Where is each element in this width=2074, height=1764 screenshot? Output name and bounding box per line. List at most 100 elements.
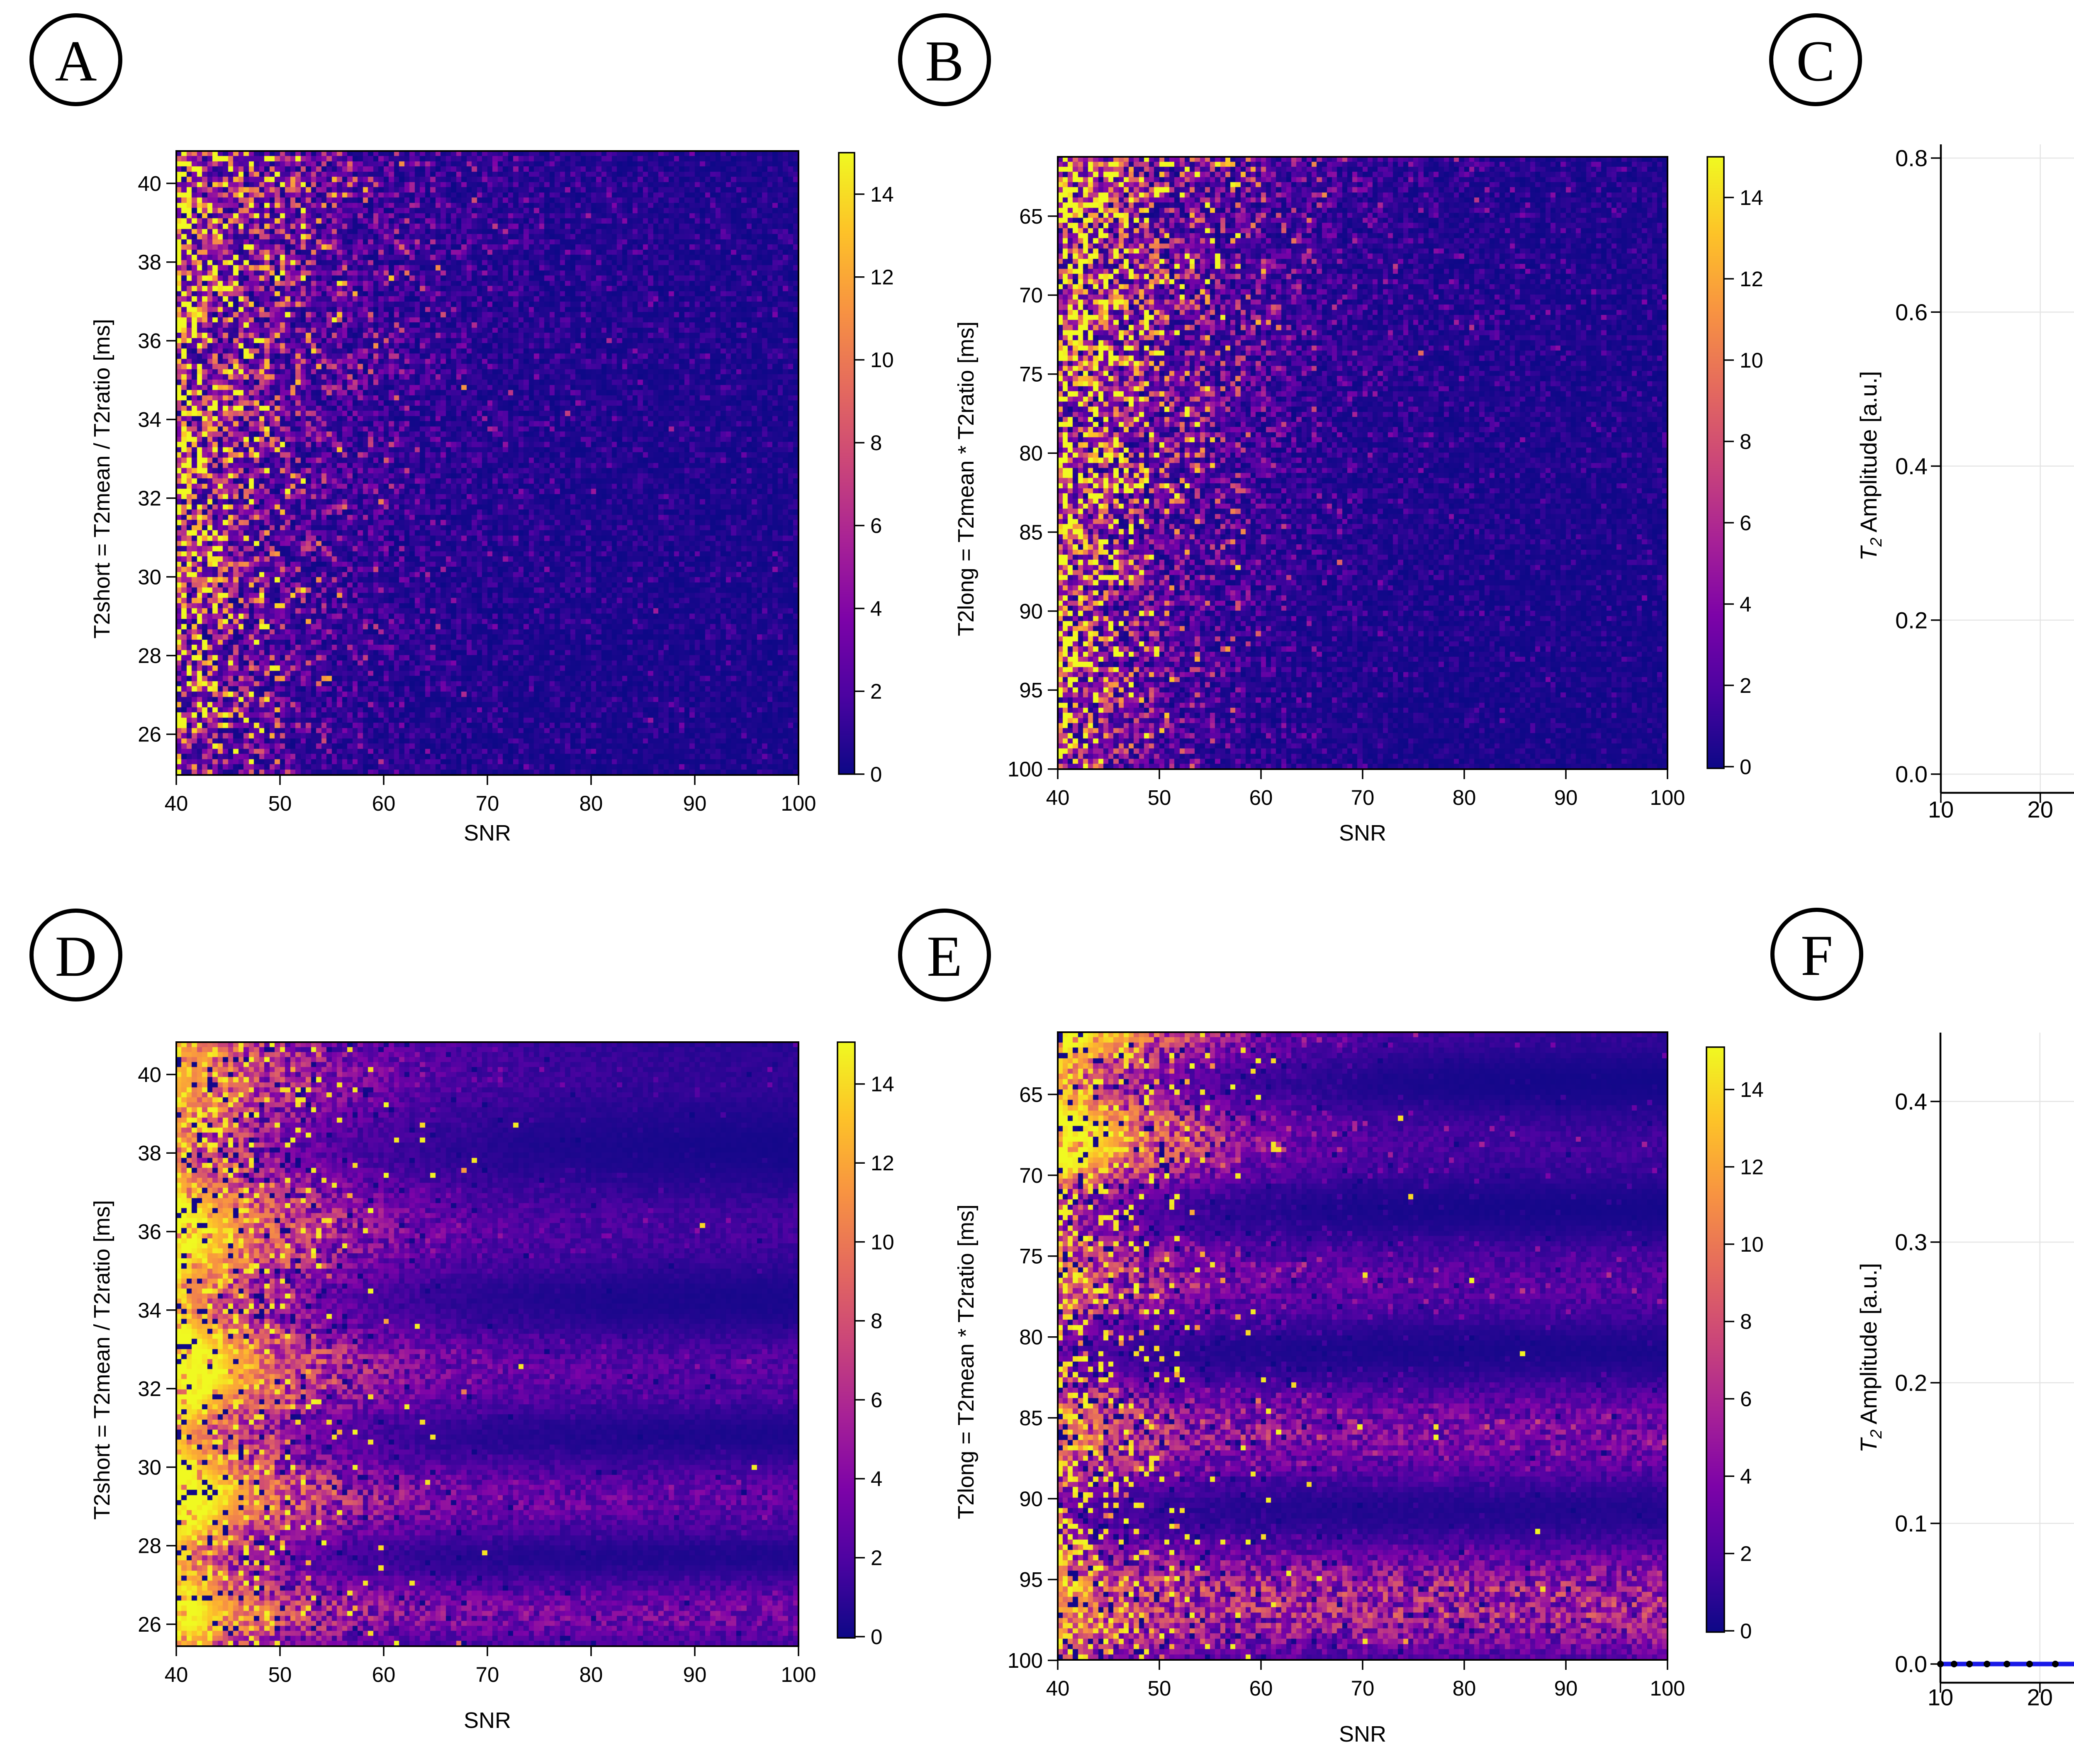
svg-text:60: 60 (1249, 1676, 1273, 1700)
svg-text:T2long = T2mean * T2ratio [ms]: T2long = T2mean * T2ratio [ms] (954, 1204, 979, 1519)
svg-text:34: 34 (138, 1299, 161, 1322)
svg-text:80: 80 (1019, 1325, 1043, 1349)
svg-text:70: 70 (1351, 786, 1375, 809)
svg-text:100: 100 (1008, 1649, 1043, 1672)
svg-text:20: 20 (2028, 797, 2053, 823)
svg-text:50: 50 (268, 1663, 292, 1686)
svg-text:4: 4 (871, 1467, 882, 1491)
svg-text:36: 36 (138, 329, 161, 353)
svg-text:2: 2 (1740, 1542, 1752, 1565)
svg-text:10: 10 (1928, 1684, 1953, 1710)
svg-text:10: 10 (1740, 1233, 1764, 1256)
svg-text:40: 40 (165, 792, 188, 815)
svg-text:4: 4 (1740, 592, 1751, 616)
svg-text:0: 0 (871, 1625, 882, 1649)
svg-text:26: 26 (138, 1613, 161, 1636)
svg-text:0: 0 (1740, 1619, 1752, 1643)
svg-text:70: 70 (1019, 283, 1043, 307)
svg-text:2: 2 (870, 680, 882, 703)
svg-text:65: 65 (1019, 205, 1043, 228)
svg-text:40: 40 (138, 172, 161, 195)
svg-text:80: 80 (1453, 1676, 1476, 1700)
svg-text:10: 10 (1928, 797, 1954, 823)
svg-text:40: 40 (1046, 786, 1070, 809)
svg-text:0.8: 0.8 (1895, 145, 1928, 171)
svg-text:D: D (55, 924, 97, 989)
svg-text:12: 12 (1740, 1155, 1764, 1179)
svg-text:0.6: 0.6 (1895, 299, 1928, 325)
svg-text:10: 10 (870, 348, 894, 372)
svg-text:70: 70 (476, 1663, 499, 1686)
svg-text:T2short = T2mean / T2ratio [ms: T2short = T2mean / T2ratio [ms] (90, 319, 114, 639)
svg-text:50: 50 (268, 792, 292, 815)
svg-text:60: 60 (372, 1663, 396, 1686)
svg-text:100: 100 (781, 792, 816, 815)
svg-text:80: 80 (579, 1663, 603, 1686)
svg-text:32: 32 (138, 1377, 161, 1401)
svg-text:70: 70 (1019, 1164, 1043, 1187)
svg-text:95: 95 (1019, 1568, 1043, 1591)
svg-text:SNR: SNR (464, 821, 511, 845)
svg-text:30: 30 (138, 565, 161, 589)
svg-text:6: 6 (871, 1388, 882, 1412)
svg-text:8: 8 (870, 431, 882, 455)
svg-text:26: 26 (138, 723, 161, 746)
svg-text:0.0: 0.0 (1895, 1651, 1927, 1677)
svg-text:28: 28 (138, 1534, 161, 1558)
svg-text:12: 12 (871, 1151, 894, 1175)
svg-text:T2long = T2mean * T2ratio [ms]: T2long = T2mean * T2ratio [ms] (954, 322, 979, 636)
svg-text:90: 90 (1019, 599, 1043, 623)
svg-text:38: 38 (138, 251, 161, 274)
svg-text:90: 90 (683, 1663, 707, 1686)
svg-text:2: 2 (871, 1546, 882, 1570)
svg-text:0.1: 0.1 (1895, 1511, 1927, 1537)
svg-text:40: 40 (1046, 1676, 1070, 1700)
svg-text:0.4: 0.4 (1895, 453, 1928, 479)
svg-text:70: 70 (476, 792, 499, 815)
svg-text:6: 6 (870, 514, 882, 538)
svg-text:T2​ Amplitude [a.u.]: T2​ Amplitude [a.u.] (1855, 371, 1885, 561)
svg-text:80: 80 (579, 792, 603, 815)
svg-text:85: 85 (1019, 1406, 1043, 1430)
svg-text:B: B (925, 29, 964, 93)
svg-text:40: 40 (165, 1663, 188, 1686)
svg-text:T2short = T2mean / T2ratio [ms: T2short = T2mean / T2ratio [ms] (90, 1200, 114, 1520)
svg-text:14: 14 (870, 183, 894, 206)
svg-text:6: 6 (1740, 1387, 1752, 1411)
svg-text:0.0: 0.0 (1895, 761, 1928, 787)
svg-text:90: 90 (1554, 1676, 1578, 1700)
svg-text:100: 100 (1650, 786, 1685, 809)
svg-text:36: 36 (138, 1220, 161, 1243)
svg-text:65: 65 (1019, 1083, 1043, 1106)
svg-text:75: 75 (1019, 363, 1043, 386)
svg-text:8: 8 (1740, 430, 1751, 453)
svg-text:30: 30 (138, 1455, 161, 1479)
svg-text:90: 90 (1554, 786, 1578, 809)
svg-text:C: C (1796, 29, 1835, 93)
svg-text:E: E (927, 924, 962, 989)
svg-text:SNR: SNR (1339, 1722, 1386, 1747)
svg-text:6: 6 (1740, 511, 1751, 535)
svg-text:0.3: 0.3 (1895, 1229, 1927, 1255)
svg-text:60: 60 (372, 792, 396, 815)
svg-text:10: 10 (1740, 348, 1763, 372)
svg-text:12: 12 (870, 266, 894, 289)
svg-text:20: 20 (2027, 1684, 2053, 1710)
svg-text:50: 50 (1148, 786, 1171, 809)
svg-text:34: 34 (138, 408, 161, 431)
svg-text:0.2: 0.2 (1895, 1370, 1927, 1396)
svg-text:100: 100 (1650, 1676, 1685, 1700)
svg-text:90: 90 (683, 792, 707, 815)
svg-text:SNR: SNR (464, 1708, 511, 1733)
svg-text:32: 32 (138, 487, 161, 510)
svg-text:75: 75 (1019, 1245, 1043, 1268)
svg-text:12: 12 (1740, 267, 1763, 291)
svg-text:14: 14 (1740, 186, 1763, 210)
svg-text:70: 70 (1351, 1676, 1375, 1700)
svg-text:100: 100 (1008, 758, 1043, 781)
svg-text:A: A (55, 29, 97, 93)
svg-text:8: 8 (1740, 1310, 1752, 1333)
svg-text:0: 0 (870, 763, 882, 786)
svg-text:10: 10 (871, 1230, 894, 1254)
svg-text:14: 14 (1740, 1078, 1764, 1101)
